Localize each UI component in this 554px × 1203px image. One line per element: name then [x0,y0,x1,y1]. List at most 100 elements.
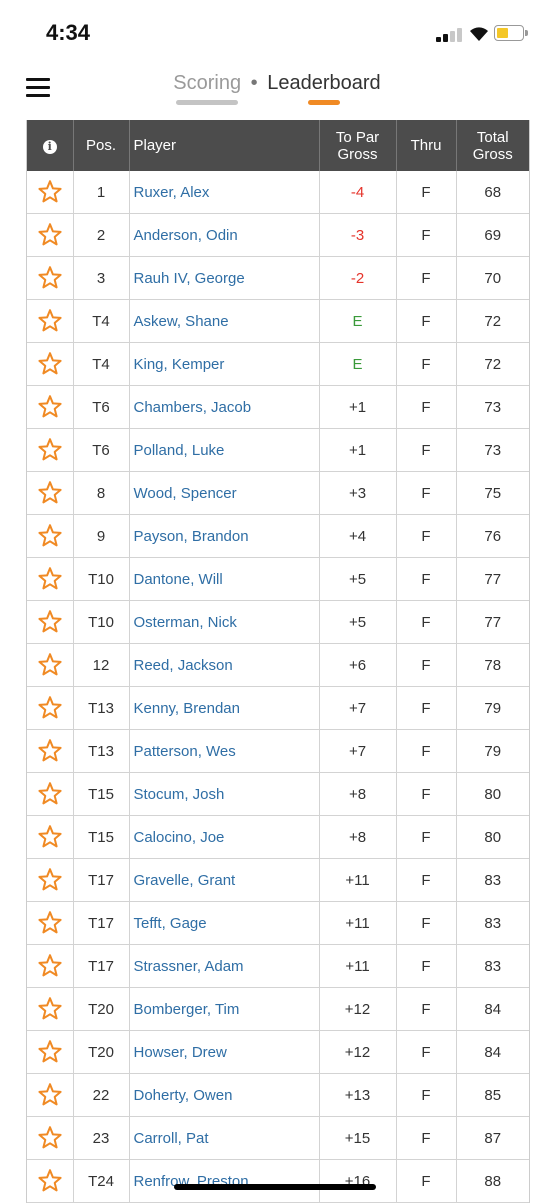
favorite-cell[interactable] [27,729,74,773]
favorite-cell[interactable] [27,815,74,859]
row-player-link[interactable]: Doherty, Owen [129,1073,320,1117]
table-row[interactable]: T4 Askew, Shane E F 72 [27,299,529,343]
favorite-cell[interactable] [27,256,74,300]
favorite-cell[interactable] [27,1116,74,1160]
table-row[interactable]: 23 Carroll, Pat +15 F 87 [27,1116,529,1160]
tab-leaderboard[interactable]: Leaderboard [267,72,381,105]
row-player-link[interactable]: Polland, Luke [129,428,320,472]
favorite-cell[interactable] [27,213,74,257]
table-row[interactable]: T15 Stocum, Josh +8 F 80 [27,772,529,816]
star-outline-icon[interactable] [37,738,63,764]
favorite-cell[interactable] [27,858,74,902]
table-row[interactable]: 9 Payson, Brandon +4 F 76 [27,514,529,558]
row-player-link[interactable]: Reed, Jackson [129,643,320,687]
home-indicator[interactable] [174,1184,376,1190]
star-outline-icon[interactable] [37,609,63,635]
favorite-cell[interactable] [27,557,74,601]
star-outline-icon[interactable] [37,996,63,1022]
star-outline-icon[interactable] [37,695,63,721]
row-player-link[interactable]: Osterman, Nick [129,600,320,644]
star-outline-icon[interactable] [37,437,63,463]
favorite-cell[interactable] [27,643,74,687]
table-row[interactable]: 12 Reed, Jackson +6 F 78 [27,643,529,687]
star-outline-icon[interactable] [37,953,63,979]
favorite-cell[interactable] [27,987,74,1031]
favorite-cell[interactable] [27,1073,74,1117]
row-player-link[interactable]: Bomberger, Tim [129,987,320,1031]
table-row[interactable]: T17 Gravelle, Grant +11 F 83 [27,858,529,902]
header-info[interactable]: i [27,120,74,171]
tab-scoring[interactable]: Scoring [173,72,241,105]
row-player-link[interactable]: Ruxer, Alex [129,171,320,214]
favorite-cell[interactable] [27,428,74,472]
table-row[interactable]: T20 Howser, Drew +12 F 84 [27,1030,529,1074]
table-row[interactable]: T6 Chambers, Jacob +1 F 73 [27,385,529,429]
star-outline-icon[interactable] [37,867,63,893]
row-player-link[interactable]: King, Kemper [129,342,320,386]
table-row[interactable]: 3 Rauh IV, George -2 F 70 [27,256,529,300]
row-player-link[interactable]: Strassner, Adam [129,944,320,988]
row-player-link[interactable]: Payson, Brandon [129,514,320,558]
table-row[interactable]: T13 Patterson, Wes +7 F 79 [27,729,529,773]
star-outline-icon[interactable] [37,824,63,850]
row-player-link[interactable]: Rauh IV, George [129,256,320,300]
star-outline-icon[interactable] [37,351,63,377]
favorite-cell[interactable] [27,901,74,945]
table-row[interactable]: T17 Tefft, Gage +11 F 83 [27,901,529,945]
table-row[interactable]: T20 Bomberger, Tim +12 F 84 [27,987,529,1031]
row-player-link[interactable]: Chambers, Jacob [129,385,320,429]
table-row[interactable]: T10 Osterman, Nick +5 F 77 [27,600,529,644]
favorite-cell[interactable] [27,171,74,214]
star-outline-icon[interactable] [37,781,63,807]
star-outline-icon[interactable] [37,394,63,420]
table-row[interactable]: 22 Doherty, Owen +13 F 85 [27,1073,529,1117]
table-row[interactable]: T15 Calocino, Joe +8 F 80 [27,815,529,859]
star-outline-icon[interactable] [37,1125,63,1151]
star-outline-icon[interactable] [37,566,63,592]
info-icon[interactable]: i [42,140,57,154]
table-row[interactable]: T13 Kenny, Brendan +7 F 79 [27,686,529,730]
table-row[interactable]: T10 Dantone, Will +5 F 77 [27,557,529,601]
favorite-cell[interactable] [27,385,74,429]
star-outline-icon[interactable] [37,652,63,678]
row-player-link[interactable]: Calocino, Joe [129,815,320,859]
favorite-cell[interactable] [27,1030,74,1074]
favorite-cell[interactable] [27,299,74,343]
row-player-link[interactable]: Renfrow, Preston [129,1159,320,1203]
table-row[interactable]: 8 Wood, Spencer +3 F 75 [27,471,529,515]
favorite-cell[interactable] [27,1159,74,1203]
row-player-link[interactable]: Howser, Drew [129,1030,320,1074]
favorite-cell[interactable] [27,772,74,816]
favorite-cell[interactable] [27,471,74,515]
star-outline-icon[interactable] [37,265,63,291]
row-player-link[interactable]: Kenny, Brendan [129,686,320,730]
favorite-cell[interactable] [27,944,74,988]
star-outline-icon[interactable] [37,1039,63,1065]
row-player-link[interactable]: Wood, Spencer [129,471,320,515]
table-row[interactable]: T17 Strassner, Adam +11 F 83 [27,944,529,988]
star-outline-icon[interactable] [37,222,63,248]
star-outline-icon[interactable] [37,179,63,205]
row-player-link[interactable]: Askew, Shane [129,299,320,343]
favorite-cell[interactable] [27,514,74,558]
row-player-link[interactable]: Gravelle, Grant [129,858,320,902]
table-row[interactable]: T4 King, Kemper E F 72 [27,342,529,386]
row-player-link[interactable]: Anderson, Odin [129,213,320,257]
row-player-link[interactable]: Tefft, Gage [129,901,320,945]
star-outline-icon[interactable] [37,523,63,549]
row-player-link[interactable]: Carroll, Pat [129,1116,320,1160]
star-outline-icon[interactable] [37,1168,63,1194]
row-player-link[interactable]: Patterson, Wes [129,729,320,773]
hamburger-menu-icon[interactable] [26,78,50,100]
favorite-cell[interactable] [27,686,74,730]
favorite-cell[interactable] [27,342,74,386]
table-row[interactable]: T24 Renfrow, Preston +16 F 88 [27,1159,529,1203]
favorite-cell[interactable] [27,600,74,644]
row-player-link[interactable]: Dantone, Will [129,557,320,601]
star-outline-icon[interactable] [37,910,63,936]
row-player-link[interactable]: Stocum, Josh [129,772,320,816]
star-outline-icon[interactable] [37,1082,63,1108]
table-row[interactable]: T6 Polland, Luke +1 F 73 [27,428,529,472]
star-outline-icon[interactable] [37,480,63,506]
star-outline-icon[interactable] [37,308,63,334]
